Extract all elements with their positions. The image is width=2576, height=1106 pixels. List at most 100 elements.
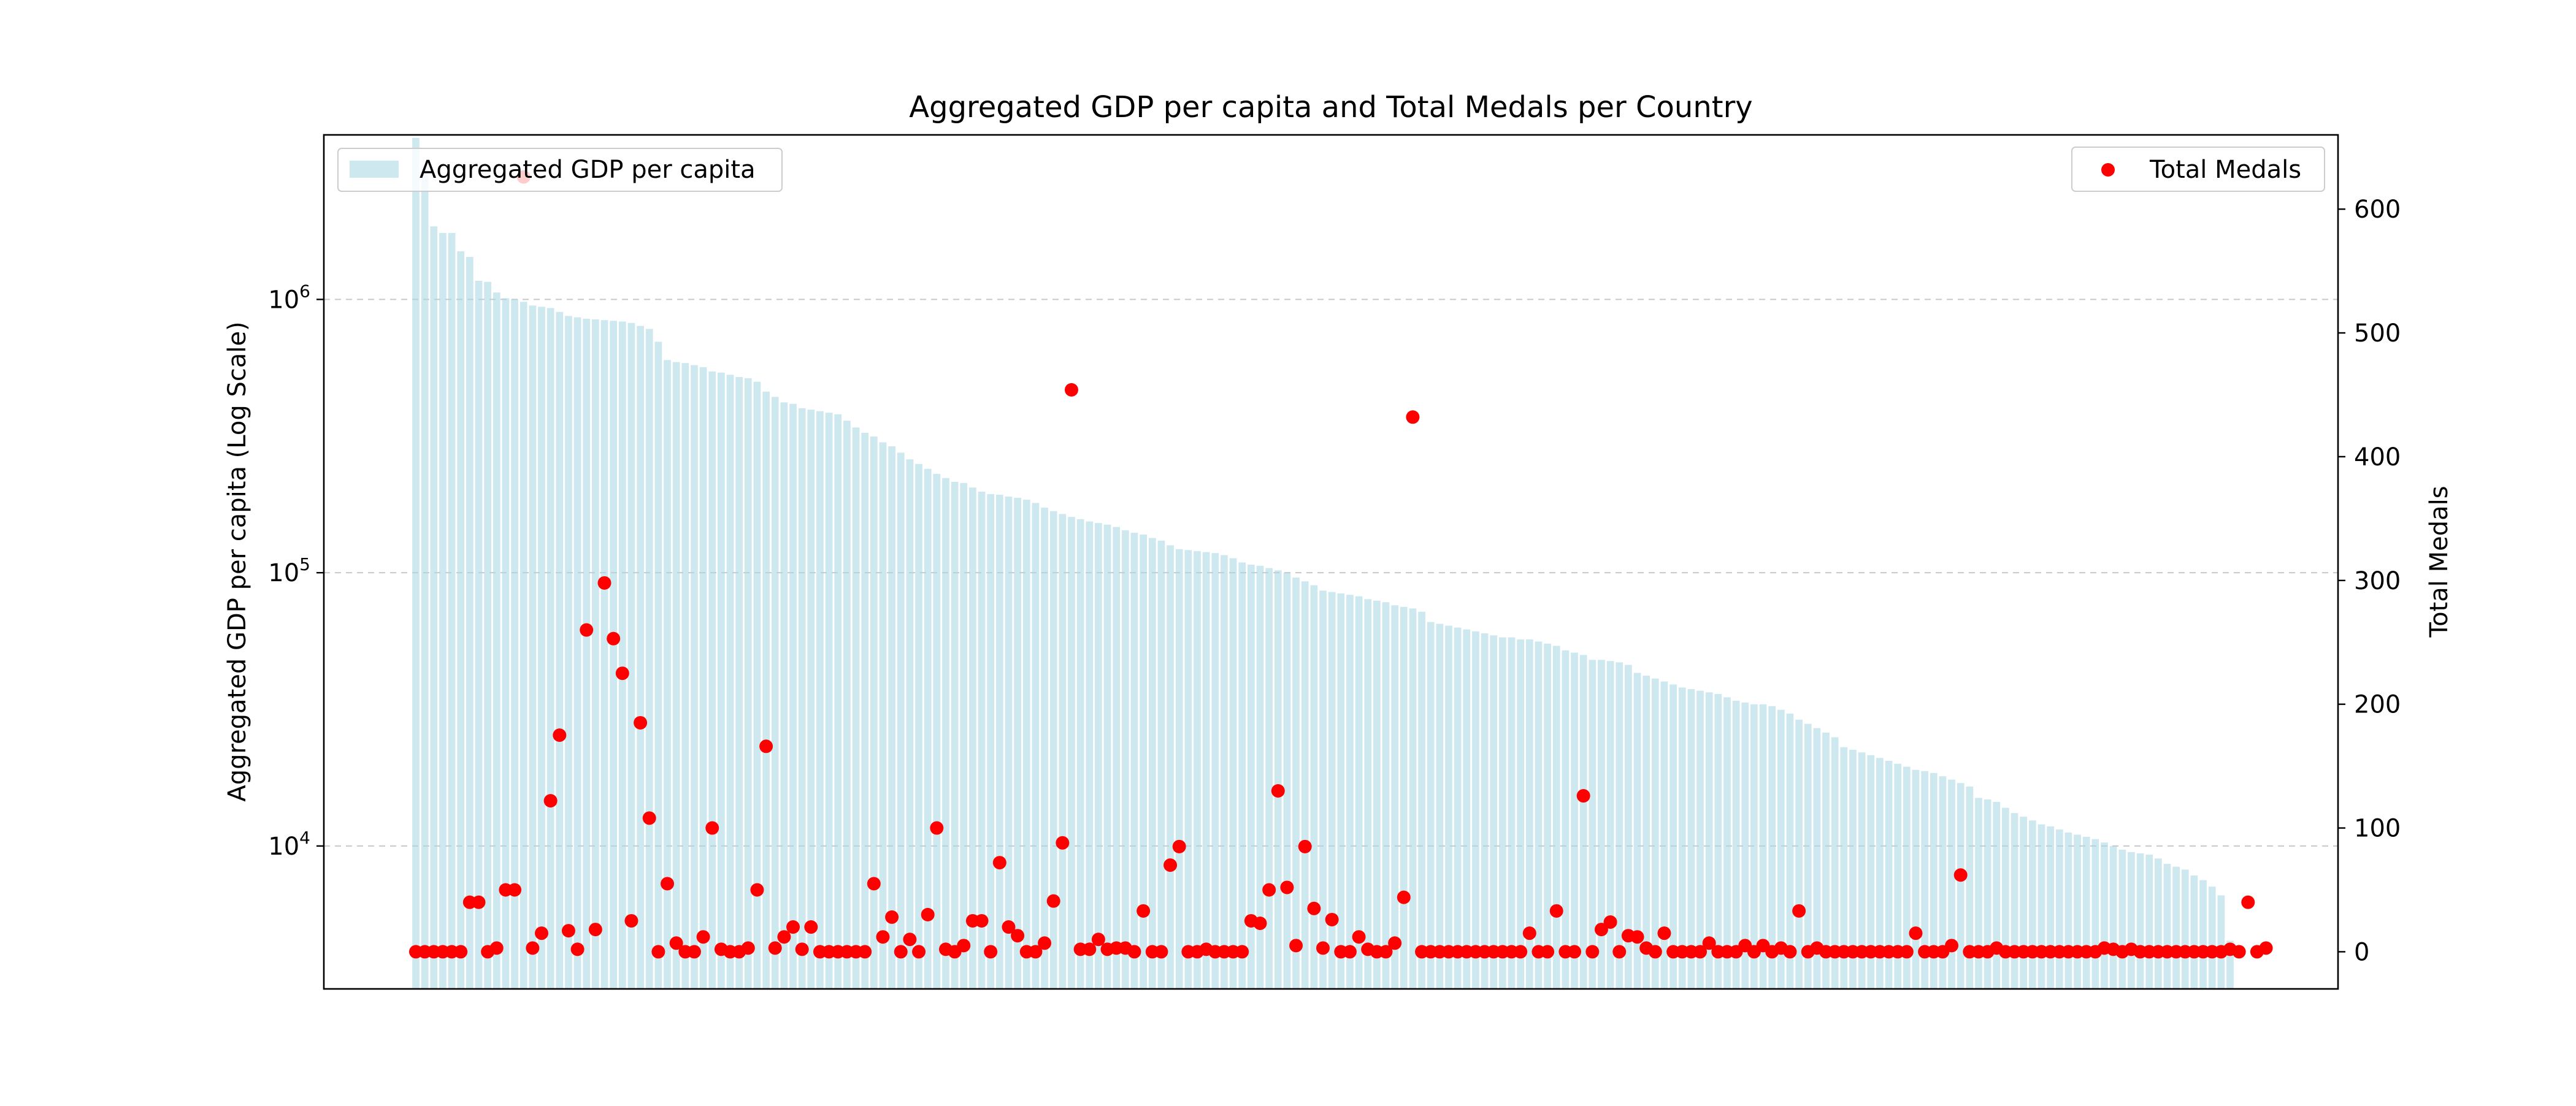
gdp-bar-74 xyxy=(1076,519,1084,989)
medal-point-21 xyxy=(597,576,611,590)
y2tick-label-2: 200 xyxy=(2354,691,2401,719)
medal-point-102 xyxy=(1325,912,1339,926)
gdp-bar-23 xyxy=(618,321,626,990)
gdp-bar-194 xyxy=(2154,858,2162,989)
medal-point-81 xyxy=(1137,904,1151,918)
gdp-bar-186 xyxy=(2082,837,2090,989)
gdp-bar-162 xyxy=(1867,755,1875,989)
gdp-bar-173 xyxy=(1966,786,1974,989)
gdp-bar-201 xyxy=(2217,895,2225,989)
medal-point-26 xyxy=(642,811,656,825)
gdp-bar-195 xyxy=(2163,864,2171,989)
gdp-bar-78 xyxy=(1113,527,1121,989)
gdp-bar-28 xyxy=(664,360,671,990)
gdp-bar-135 xyxy=(1625,665,1632,989)
gdp-bar-75 xyxy=(1086,521,1094,989)
gdp-bar-167 xyxy=(1912,769,1920,989)
gdp-bar-85 xyxy=(1175,549,1183,989)
gdp-bar-165 xyxy=(1894,763,1902,989)
gdp-bar-70 xyxy=(1041,508,1048,989)
medal-point-71 xyxy=(1046,894,1060,908)
gdp-bar-164 xyxy=(1885,760,1893,989)
gdp-bar-127 xyxy=(1552,646,1560,989)
gdp-bar-166 xyxy=(1903,766,1911,989)
legend-medals-label: Total Medals xyxy=(2149,156,2301,184)
medal-point-24 xyxy=(624,913,638,928)
gdp-bar-39 xyxy=(762,391,770,989)
gdp-bar-91 xyxy=(1229,558,1237,989)
gdp-bar-123 xyxy=(1517,639,1525,989)
medal-point-204 xyxy=(2241,895,2255,909)
medal-point-143 xyxy=(1693,945,1708,959)
medal-point-61 xyxy=(957,939,971,953)
medal-point-25 xyxy=(634,715,648,730)
medal-point-138 xyxy=(1648,945,1662,959)
gdp-bar-59 xyxy=(942,478,949,989)
gdp-bar-42 xyxy=(789,403,797,989)
medal-point-105 xyxy=(1352,930,1366,944)
gdp-bar-124 xyxy=(1525,639,1533,989)
medal-points xyxy=(409,170,2273,959)
gdp-bar-154 xyxy=(1795,719,1803,989)
gdp-bar-19 xyxy=(583,318,591,990)
gdp-bar-54 xyxy=(897,452,905,989)
gdp-bar-168 xyxy=(1921,771,1928,989)
gdp-bar-140 xyxy=(1669,684,1677,989)
gdp-bar-131 xyxy=(1589,660,1597,989)
gdp-bar-130 xyxy=(1579,655,1587,989)
gdp-bar-191 xyxy=(2128,852,2135,989)
gdp-bar-183 xyxy=(2055,829,2063,989)
medal-point-109 xyxy=(1388,936,1402,950)
gdp-bar-142 xyxy=(1687,689,1695,989)
gdp-bar-196 xyxy=(2172,866,2180,989)
medal-point-64 xyxy=(984,945,998,959)
gdp-bar-46 xyxy=(825,413,833,989)
medal-point-7 xyxy=(472,895,486,909)
gdp-bar-62 xyxy=(969,487,976,989)
medal-point-11 xyxy=(508,883,522,897)
gdp-bar-178 xyxy=(2011,813,2018,989)
gdp-bar-161 xyxy=(1858,752,1866,989)
gdp-bar-81 xyxy=(1140,534,1147,989)
gdp-bar-137 xyxy=(1643,676,1650,989)
gdp-bar-143 xyxy=(1696,690,1704,989)
medal-point-56 xyxy=(912,945,926,959)
medal-point-203 xyxy=(2232,945,2246,959)
gdp-bar-88 xyxy=(1202,552,1210,989)
gdp-bar-126 xyxy=(1544,643,1551,989)
gdp-bar-67 xyxy=(1014,497,1021,989)
gdp-bar-32 xyxy=(699,367,707,989)
gdp-bar-134 xyxy=(1616,662,1623,989)
gdp-bar-148 xyxy=(1741,702,1749,989)
gdp-bar-51 xyxy=(870,437,878,989)
y2tick-label-4: 400 xyxy=(2354,443,2401,471)
legend-gdp-swatch xyxy=(350,161,399,178)
gdp-bar-16 xyxy=(556,311,564,989)
gdp-bar-80 xyxy=(1130,533,1138,989)
gdp-bar-119 xyxy=(1481,633,1489,989)
medal-point-27 xyxy=(651,945,665,959)
gdp-bar-11 xyxy=(511,299,518,989)
medal-point-41 xyxy=(777,930,791,944)
medal-point-85 xyxy=(1172,839,1186,853)
gdp-bar-197 xyxy=(2181,869,2189,989)
gdp-bar-138 xyxy=(1651,678,1659,989)
gdp-bar-100 xyxy=(1310,585,1318,989)
medal-point-28 xyxy=(661,877,675,891)
gdp-bar-129 xyxy=(1571,652,1578,989)
gdp-bar-86 xyxy=(1184,550,1192,989)
medal-point-136 xyxy=(1630,930,1644,944)
medal-point-167 xyxy=(1909,926,1923,940)
gdp-bar-6 xyxy=(466,257,473,990)
gdp-bar-64 xyxy=(987,494,995,989)
gdp-bar-40 xyxy=(771,397,779,989)
medal-point-73 xyxy=(1064,383,1078,397)
gdp-bar-156 xyxy=(1813,728,1821,989)
plot-area-frame xyxy=(323,134,2339,990)
gdp-bar-111 xyxy=(1409,608,1417,989)
gdp-bar-27 xyxy=(654,341,662,990)
gdp-bar-136 xyxy=(1633,673,1641,989)
gdp-bar-158 xyxy=(1831,737,1839,989)
